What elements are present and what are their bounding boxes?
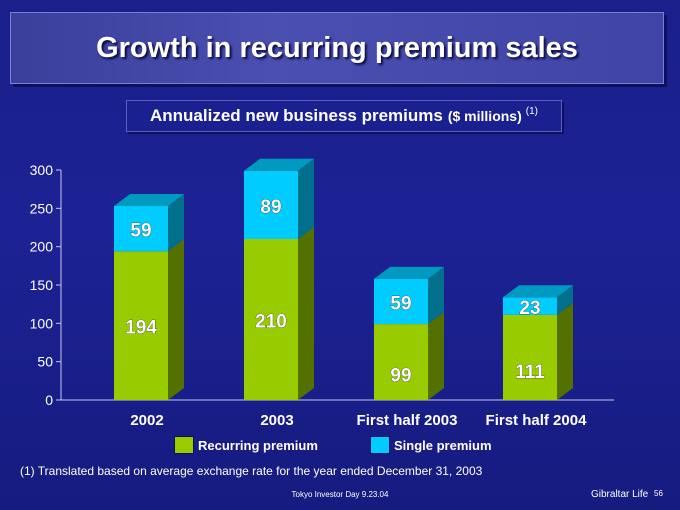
y-tick-label: 0 (45, 392, 53, 408)
data-label-single: 59 (390, 293, 411, 314)
bar-single (244, 170, 298, 239)
legend-label-single: Single premium (394, 437, 492, 453)
x-tick-label: First half 2004 (486, 412, 588, 429)
bar-recurring (114, 251, 168, 400)
bar-recurring (503, 314, 557, 400)
chart-legend: Recurring premium Single premium (0, 436, 680, 456)
bar-side-single (557, 285, 573, 315)
slide-title: Growth in recurring premium sales (96, 31, 578, 64)
legend-item-single: Single premium (370, 436, 492, 454)
legend-swatch-single (370, 436, 390, 454)
legend-item-recurring: Recurring premium (174, 436, 318, 454)
bar-side-recurring (298, 227, 314, 400)
data-label-single: 89 (260, 197, 281, 218)
y-tick-label: 300 (30, 162, 54, 178)
bar-top-single (503, 285, 573, 298)
bar-top-single (374, 266, 444, 279)
bar-side-recurring (557, 302, 573, 400)
chart-subtitle: Annualized new business premiums (150, 106, 443, 125)
y-tick-label: 50 (37, 354, 53, 370)
data-label-single: 59 (130, 221, 151, 242)
legend-label-recurring: Recurring premium (198, 437, 318, 453)
data-label-recurring: 111 (515, 362, 545, 383)
data-label-single: 23 (519, 298, 540, 319)
bar-side-single (298, 158, 314, 239)
footnote: (1) Translated based on average exchange… (20, 464, 483, 478)
y-tick-label: 250 (30, 200, 54, 216)
chart-subtitle-box: Annualized new business premiums ($ mill… (126, 100, 562, 132)
x-tick-label: 2002 (130, 412, 163, 429)
data-label-recurring: 210 (255, 312, 287, 333)
legend-swatch-recurring (174, 436, 194, 454)
bar-single (503, 297, 557, 315)
page-number: 56 (654, 489, 663, 498)
footer-event: Tokyo Investor Day 9.23.04 (291, 490, 389, 499)
title-banner (10, 12, 664, 84)
bar-recurring (374, 324, 428, 400)
bar-side-recurring (168, 239, 184, 400)
bar-recurring (244, 239, 298, 400)
bar-side-single (168, 194, 184, 252)
y-tick-label: 150 (30, 277, 54, 293)
data-label-recurring: 99 (390, 365, 411, 386)
stacked-bar-chart: 0 50 100 150 200 250 300 194 59 2002 210 89 2003 99 59… (30, 158, 614, 429)
y-tick-label: 100 (30, 315, 54, 331)
chart-subtitle-note: (1) (525, 105, 538, 117)
x-tick-label: First half 2003 (357, 412, 458, 429)
bar-top-single (114, 194, 184, 207)
x-tick-label: 2003 (260, 412, 293, 429)
y-tick-label: 200 (30, 239, 54, 255)
data-label-recurring: 194 (125, 318, 157, 339)
bar-single (374, 278, 428, 325)
bar-top-single (244, 158, 314, 171)
bar-side-single (428, 266, 444, 325)
bar-side-recurring (428, 312, 444, 400)
chart-subtitle-unit: ($ millions) (447, 108, 522, 124)
footer-brand: Gibraltar Life (591, 489, 649, 500)
bar-single (114, 206, 168, 252)
